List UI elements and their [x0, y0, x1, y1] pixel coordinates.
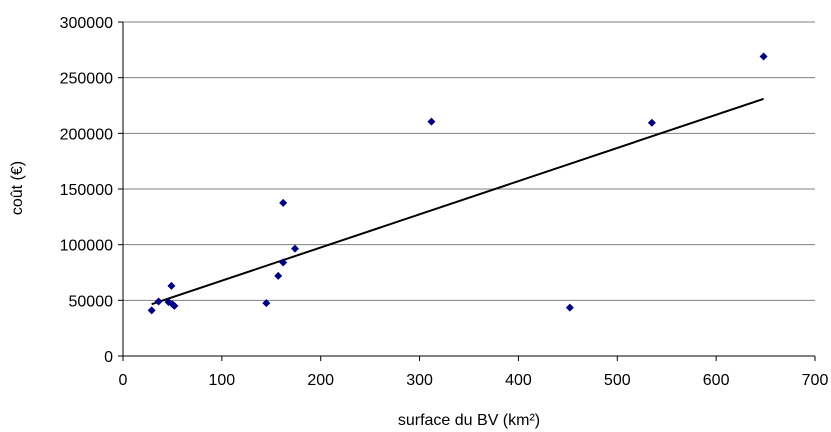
data-point [291, 244, 300, 253]
data-points [147, 52, 768, 315]
data-point [427, 117, 436, 126]
y-tick-label: 50000 [69, 293, 114, 310]
x-axis-ticks: 0 100 200 300 400 500 600 700 [119, 356, 829, 389]
trendline-layer [151, 97, 764, 306]
y-tick-label: 200000 [60, 126, 113, 143]
x-tick-label: 100 [209, 372, 236, 389]
x-tick-label: 700 [802, 372, 829, 389]
data-point [279, 258, 288, 267]
data-point [147, 306, 156, 315]
data-point [279, 198, 288, 207]
x-tick-label: 400 [505, 372, 532, 389]
y-tick-label: 100000 [60, 238, 113, 255]
y-axis-title: coût (€) [9, 161, 26, 215]
data-point [565, 303, 574, 312]
y-axis-ticks: 0 50000 100000 150000 200000 250000 300000 [60, 15, 123, 366]
data-point [647, 118, 656, 127]
y-tick-label: 150000 [60, 182, 113, 199]
data-point [759, 52, 768, 61]
x-tick-label: 300 [406, 372, 433, 389]
data-point [262, 299, 271, 308]
x-tick-label: 0 [119, 372, 128, 389]
y-tick-label: 250000 [60, 71, 113, 88]
x-tick-label: 500 [604, 372, 631, 389]
data-point [167, 281, 176, 290]
x-tick-label: 200 [307, 372, 334, 389]
data-point [274, 271, 283, 280]
x-axis-title: surface du BV (km²) [398, 412, 540, 429]
x-tick-label: 600 [703, 372, 730, 389]
y-tick-label: 300000 [60, 15, 113, 32]
gridlines [123, 21, 815, 301]
trendline [151, 97, 764, 306]
data-point [154, 297, 163, 306]
data-point [170, 301, 179, 310]
y-tick-label: 0 [104, 349, 113, 366]
